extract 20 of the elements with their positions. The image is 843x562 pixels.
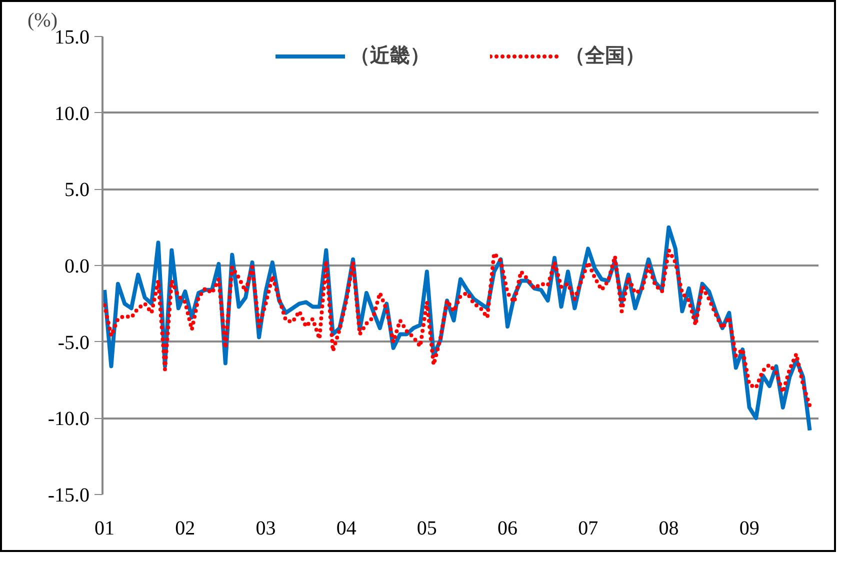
line-series: [102, 248, 812, 408]
x-tick-label: 06: [498, 518, 518, 540]
y-tick-label: 0.0: [64, 256, 90, 278]
x-tick-label: 08: [658, 518, 679, 540]
x-tick-label: 05: [416, 518, 437, 540]
legend-label: （近畿）: [350, 42, 430, 69]
x-tick-label: 04: [336, 518, 356, 540]
y-axis-title: (%): [28, 10, 58, 32]
y-tick-label: 10.0: [54, 102, 90, 125]
y-tick-label: 5.0: [64, 179, 90, 202]
x-tick-label: 09: [739, 518, 760, 540]
x-tick-label: 02: [175, 518, 196, 540]
y-tick-label: -15.0: [48, 484, 90, 506]
legend-label: （全国）: [565, 42, 645, 69]
y-tick-label: 15.0: [54, 26, 90, 48]
y-tick-label: -5.0: [58, 332, 90, 354]
x-tick-label: 07: [578, 518, 598, 540]
x-tick-label: 01: [94, 518, 115, 540]
x-tick-label: 03: [256, 518, 276, 540]
y-tick-label: -10.0: [48, 408, 90, 430]
